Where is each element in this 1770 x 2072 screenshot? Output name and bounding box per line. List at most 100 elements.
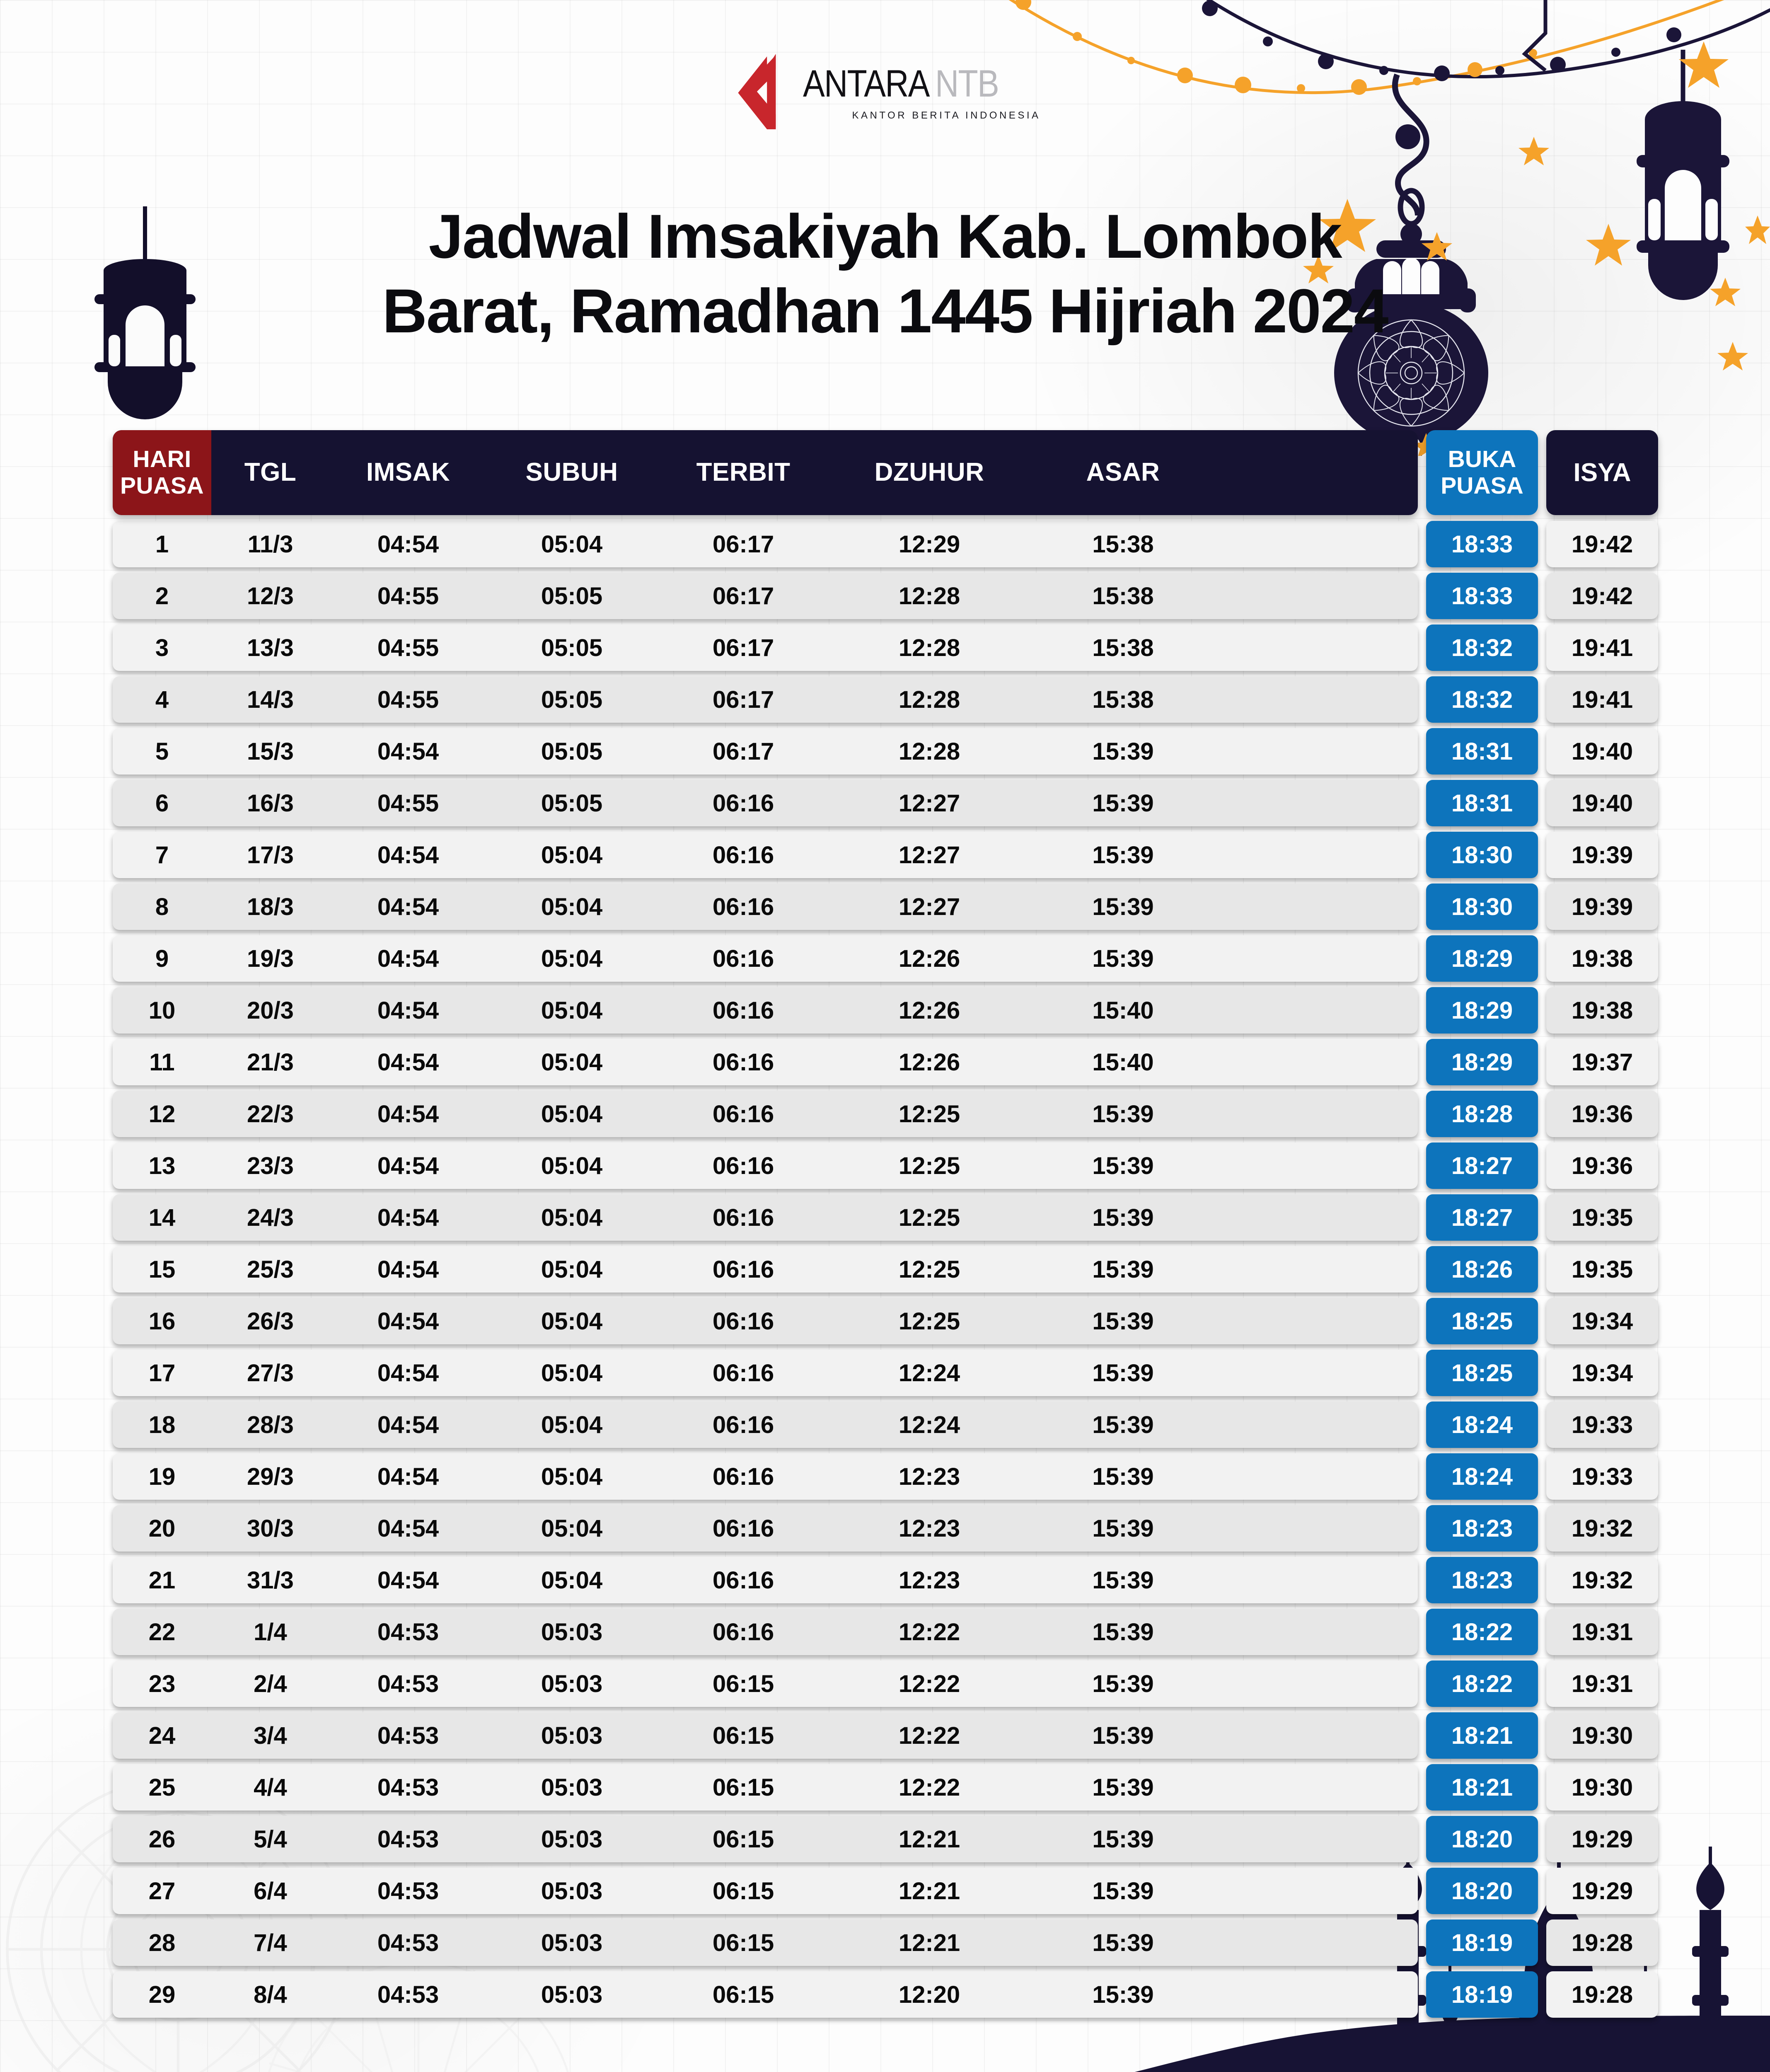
row-gap-1 (1418, 1039, 1426, 1085)
row-gap-1 (1418, 573, 1426, 619)
row-gap-2 (1538, 987, 1546, 1034)
cell-asar: 15:38 (1092, 686, 1154, 713)
cell-tgl: 20/3 (247, 997, 294, 1024)
cell-subuh: 05:04 (541, 1100, 603, 1128)
cell-terbit: 06:16 (712, 1463, 774, 1490)
cell-dzuhur: 12:24 (898, 1359, 960, 1387)
row-gap-1 (1418, 1971, 1426, 2018)
cell-asar: 15:39 (1092, 1877, 1154, 1905)
cell-tgl: 5/4 (254, 1825, 287, 1853)
cell-isya: 19:40 (1546, 728, 1658, 775)
row-gap-1 (1418, 1453, 1426, 1500)
row-gap-1 (1418, 884, 1426, 930)
cell-subuh: 05:04 (541, 1359, 603, 1387)
cell-buka-puasa: 18:33 (1426, 573, 1538, 619)
cell-tgl: 2/4 (254, 1670, 287, 1697)
cell-imsak: 04:54 (377, 530, 439, 558)
column-header-asar: ASAR (1086, 458, 1160, 487)
cell-hari-puasa: 23 (148, 1670, 176, 1697)
cell-subuh: 05:04 (541, 1307, 603, 1335)
row-gap-1 (1418, 676, 1426, 723)
cell-isya: 19:40 (1546, 780, 1658, 826)
column-header-buka-puasa: BUKA PUASA (1426, 430, 1538, 515)
row-gap-1 (1418, 625, 1426, 671)
row-gap-1 (1418, 1661, 1426, 1707)
cell-isya: 19:34 (1546, 1350, 1658, 1396)
cell-imsak: 04:55 (377, 686, 439, 713)
cell-dzuhur: 12:25 (898, 1100, 960, 1128)
cell-asar: 15:39 (1092, 1463, 1154, 1490)
cell-hari-puasa: 27 (148, 1877, 176, 1905)
cell-subuh: 05:05 (541, 789, 603, 817)
column-header-dzuhur: DZUHUR (874, 458, 984, 487)
row-gap-2 (1538, 780, 1546, 826)
cell-tgl: 19/3 (247, 945, 294, 972)
row-gap-2 (1538, 1816, 1546, 1862)
table-row: 27 6/4 04:53 05:03 06:15 12:21 15:39 18:20 19:29 (113, 1868, 1658, 1914)
cell-isya: 19:29 (1546, 1868, 1658, 1914)
cell-imsak: 04:54 (377, 1204, 439, 1231)
table-row-main-panel: 25 4/4 04:53 05:03 06:15 12:22 15:39 (113, 1764, 1418, 1811)
cell-isya: 19:42 (1546, 573, 1658, 619)
table-row-main-panel: 7 17/3 04:54 05:04 06:16 12:27 15:39 (113, 832, 1418, 878)
cell-dzuhur: 12:25 (898, 1204, 960, 1231)
column-header-hari-line2: PUASA (120, 472, 204, 499)
cell-tgl: 7/4 (254, 1929, 287, 1956)
cell-imsak: 04:54 (377, 1411, 439, 1438)
cell-asar: 15:39 (1092, 1670, 1154, 1697)
page-title-line-1: Jadwal Imsakiyah Kab. Lombok (428, 201, 1342, 271)
row-gap-1 (1418, 935, 1426, 982)
cell-tgl: 13/3 (247, 634, 294, 661)
cell-imsak: 04:54 (377, 841, 439, 869)
cell-dzuhur: 12:26 (898, 1048, 960, 1076)
table-row: 6 16/3 04:55 05:05 06:16 12:27 15:39 18:31 19:40 (113, 780, 1658, 826)
row-gap-2 (1538, 1298, 1546, 1344)
cell-subuh: 05:03 (541, 1825, 603, 1853)
cell-terbit: 06:16 (712, 1152, 774, 1179)
cell-dzuhur: 12:22 (898, 1618, 960, 1646)
cell-hari-puasa: 4 (155, 686, 169, 713)
cell-tgl: 24/3 (247, 1204, 294, 1231)
cell-terbit: 06:17 (712, 530, 774, 558)
table-row: 11 21/3 04:54 05:04 06:16 12:26 15:40 18:29 19:3… (113, 1039, 1658, 1085)
cell-isya: 19:41 (1546, 676, 1658, 723)
cell-imsak: 04:54 (377, 945, 439, 972)
table-row: 29 8/4 04:53 05:03 06:15 12:20 15:39 18:19 19:28 (113, 1971, 1658, 2018)
cell-hari-puasa: 26 (148, 1825, 176, 1853)
row-gap-2 (1538, 832, 1546, 878)
cell-buka-puasa: 18:27 (1426, 1194, 1538, 1241)
column-header-isya: ISYA (1546, 430, 1658, 515)
cell-terbit: 06:15 (712, 1929, 774, 1956)
cell-terbit: 06:16 (712, 1359, 774, 1387)
cell-buka-puasa: 18:23 (1426, 1557, 1538, 1603)
table-row-main-panel: 23 2/4 04:53 05:03 06:15 12:22 15:39 (113, 1661, 1418, 1707)
table-row: 28 7/4 04:53 05:03 06:15 12:21 15:39 18:19 19:28 (113, 1920, 1658, 1966)
brand-name-row: ANTARA NTB (803, 62, 1008, 106)
row-gap-2 (1538, 1764, 1546, 1811)
table-row: 10 20/3 04:54 05:04 06:16 12:26 15:40 18:29 19:3… (113, 987, 1658, 1034)
column-header-terbit: TERBIT (696, 458, 791, 487)
cell-hari-puasa: 25 (148, 1774, 176, 1801)
row-gap-2 (1538, 573, 1546, 619)
cell-subuh: 05:04 (541, 1463, 603, 1490)
cell-terbit: 06:17 (712, 582, 774, 610)
cell-imsak: 04:54 (377, 1359, 439, 1387)
table-row-main-panel: 27 6/4 04:53 05:03 06:15 12:21 15:39 (113, 1868, 1418, 1914)
cell-imsak: 04:54 (377, 1515, 439, 1542)
cell-isya: 19:42 (1546, 521, 1658, 567)
cell-terbit: 06:17 (712, 686, 774, 713)
table-row: 20 30/3 04:54 05:04 06:16 12:23 15:39 18:23 19:3… (113, 1505, 1658, 1552)
cell-dzuhur: 12:24 (898, 1411, 960, 1438)
cell-buka-puasa: 18:31 (1426, 780, 1538, 826)
cell-imsak: 04:53 (377, 1670, 439, 1697)
cell-tgl: 31/3 (247, 1566, 294, 1594)
table-row-main-panel: 6 16/3 04:55 05:05 06:16 12:27 15:39 (113, 780, 1418, 826)
column-header-imsak: IMSAK (366, 458, 450, 487)
table-row-main-panel: 1 11/3 04:54 05:04 06:17 12:29 15:38 (113, 521, 1418, 567)
cell-subuh: 05:03 (541, 1929, 603, 1956)
row-gap-2 (1538, 521, 1546, 567)
table-row: 23 2/4 04:53 05:03 06:15 12:22 15:39 18:22 19:31 (113, 1661, 1658, 1707)
brand-name-primary: ANTARA (803, 62, 930, 105)
brand-text-block: ANTARA NTB KANTOR BERITA INDONESIA (803, 62, 1040, 121)
